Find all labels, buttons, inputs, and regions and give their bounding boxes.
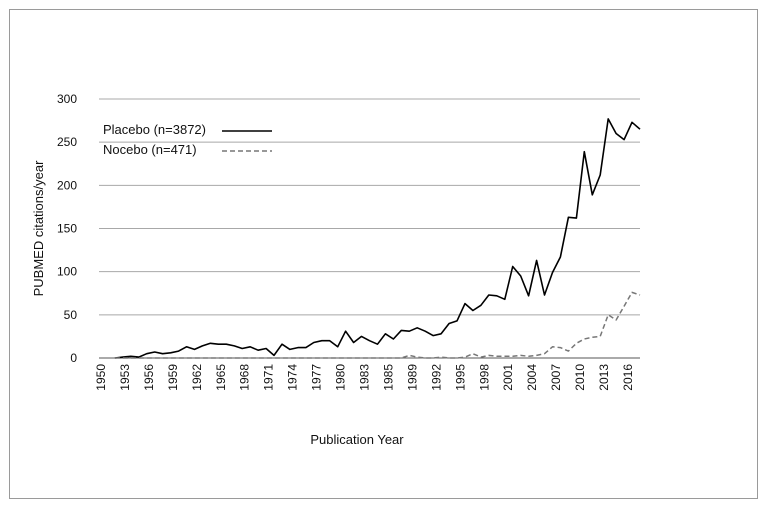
y-tick-label: 200 xyxy=(57,178,77,192)
x-axis-title: Publication Year xyxy=(310,432,404,447)
x-tick-label: 2007 xyxy=(549,364,563,391)
series-lines xyxy=(114,118,641,359)
x-tick-label: 1974 xyxy=(286,364,300,391)
y-tick-label: 250 xyxy=(57,135,77,149)
legend-label-placebo: Placebo (n=3872) xyxy=(103,122,206,137)
series-line-nocebo xyxy=(114,291,641,359)
x-axis-ticks: 1950 1953 1956 1959 1962 1965 1968 1971 1974 1977… xyxy=(94,364,635,391)
x-tick-label: 1950 xyxy=(94,364,108,391)
x-tick-label: 1995 xyxy=(453,364,467,391)
x-tick-label: 1971 xyxy=(262,364,276,391)
y-tick-label: 0 xyxy=(70,351,77,365)
y-tick-label: 150 xyxy=(57,222,77,236)
x-tick-label: 1977 xyxy=(310,364,324,391)
x-tick-label: 2010 xyxy=(573,364,587,391)
x-tick-label: 2004 xyxy=(525,364,539,391)
gridlines xyxy=(99,98,640,316)
x-tick-label: 1989 xyxy=(405,364,419,391)
x-tick-label: 1965 xyxy=(214,364,228,391)
x-tick-label: 1959 xyxy=(166,364,180,391)
legend-label-nocebo: Nocebo (n=471) xyxy=(103,142,197,157)
x-tick-label: 2016 xyxy=(621,364,635,391)
x-tick-label: 2001 xyxy=(501,364,515,391)
legend: Placebo (n=3872) Nocebo (n=471) xyxy=(103,122,272,157)
x-tick-label: 1956 xyxy=(142,364,156,391)
x-tick-label: 1998 xyxy=(477,364,491,391)
x-tick-label: 1962 xyxy=(190,364,204,391)
x-tick-label: 1968 xyxy=(238,364,252,391)
x-tick-label: 2013 xyxy=(597,364,611,391)
series-line-placebo xyxy=(114,118,641,359)
y-tick-label: 100 xyxy=(57,265,77,279)
x-tick-label: 1953 xyxy=(118,364,132,391)
chart-frame xyxy=(9,9,758,499)
x-tick-label: 1980 xyxy=(334,364,348,391)
x-tick-label: 1992 xyxy=(429,364,443,391)
y-axis-ticks: 0 50 100 150 200 250 300 xyxy=(57,92,77,365)
y-tick-label: 50 xyxy=(64,308,78,322)
y-tick-label: 300 xyxy=(57,92,77,106)
y-axis-title: PUBMED citations/year xyxy=(31,160,46,296)
x-tick-label: 1983 xyxy=(358,364,372,391)
x-tick-label: 1985 xyxy=(381,364,395,391)
